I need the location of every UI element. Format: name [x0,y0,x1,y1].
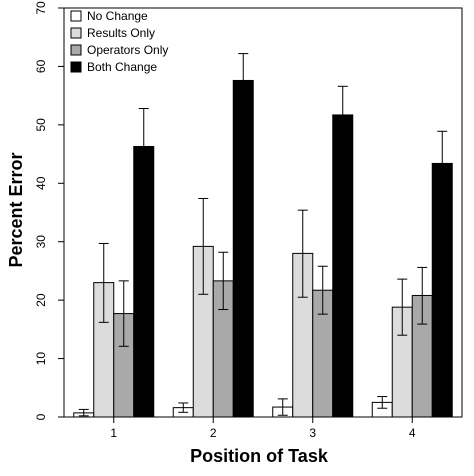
legend-swatch [70,61,82,73]
legend-swatch [70,44,82,56]
x-tick-label: 3 [309,426,316,440]
y-tick-label: 50 [34,118,48,132]
bar [133,145,155,418]
y-axis-title: Percent Error [6,152,26,267]
legend-label: No Change [87,9,148,23]
y-tick-label: 30 [34,235,48,249]
legend-label: Results Only [87,26,155,40]
y-tick-label: 20 [34,293,48,307]
x-axis-title: Position of Task [190,446,329,466]
legend-label: Both Change [87,60,157,74]
y-tick-label: 40 [34,176,48,190]
legend-swatch [70,10,82,22]
y-tick-label: 10 [34,352,48,366]
bar [332,114,354,418]
bar [431,162,453,418]
plot-frame [63,7,463,418]
y-tick-label: 60 [34,59,48,73]
legend-label: Operators Only [87,43,168,57]
x-tick-label: 2 [210,426,217,440]
x-tick-label: 4 [409,426,416,440]
legend-swatch [70,27,82,39]
x-tick-label: 1 [110,426,117,440]
bar [232,79,254,418]
y-tick-label: 0 [34,413,48,420]
y-tick-label: 70 [34,1,48,15]
